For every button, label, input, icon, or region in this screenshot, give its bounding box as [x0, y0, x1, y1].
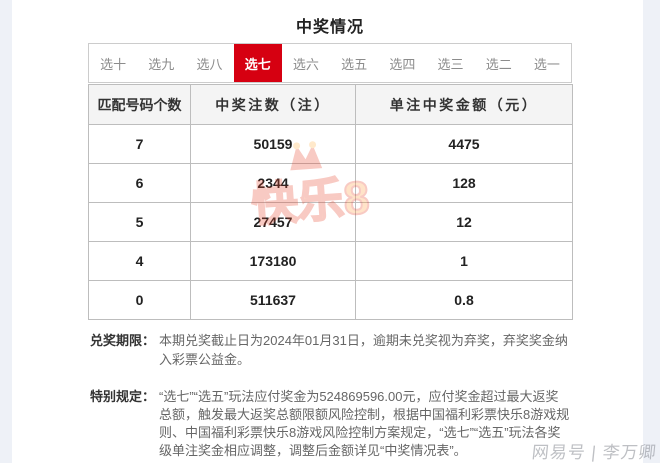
tab-select-7-active[interactable]: 选七: [233, 44, 282, 82]
table-row: 4 173180 1: [88, 241, 573, 281]
prize-amount-cell: 1: [355, 241, 573, 281]
match-count-cell: 0: [88, 280, 191, 320]
prize-table-wrap: 匹配号码个数 中奖注数（注） 单注中奖金额（元） 7 50159 4475 6 …: [88, 84, 573, 320]
special-rules-note: 特别规定： “选七”“选五”玩法应付奖金为524869596.00元，应付奖金超…: [90, 388, 576, 460]
table-row: 7 50159 4475: [88, 124, 573, 164]
match-count-cell: 4: [88, 241, 191, 281]
tab-select-8[interactable]: 选八: [196, 56, 223, 72]
header-winner-count: 中奖注数（注）: [190, 84, 356, 125]
prize-table: 匹配号码个数 中奖注数（注） 单注中奖金额（元） 7 50159 4475 6 …: [88, 84, 573, 320]
tab-select-6[interactable]: 选六: [292, 56, 319, 72]
table-header-row: 匹配号码个数 中奖注数（注） 单注中奖金额（元）: [88, 84, 573, 125]
tab-select-4[interactable]: 选四: [389, 56, 416, 72]
tab-select-5[interactable]: 选五: [341, 56, 368, 72]
prize-amount-cell: 4475: [355, 124, 573, 164]
header-match-count: 匹配号码个数: [88, 84, 191, 125]
tab-select-2[interactable]: 选二: [485, 56, 512, 72]
redeem-deadline-note: 兑奖期限： 本期兑奖截止日为2024年01月31日，逾期未兑奖视为弃奖，弃奖奖金…: [90, 331, 576, 369]
tab-select-9[interactable]: 选九: [148, 56, 175, 72]
tab-select-10[interactable]: 选十: [100, 56, 127, 72]
table-row: 6 2344 128: [88, 163, 573, 203]
tab-select-1[interactable]: 选一: [533, 56, 560, 72]
special-rules-text: “选七”“选五”玩法应付奖金为524869596.00元，应付奖金超过最大返奖总…: [159, 389, 570, 458]
winner-count-cell: 50159: [190, 124, 356, 164]
prize-amount-cell: 128: [355, 163, 573, 203]
winner-count-cell: 511637: [190, 280, 356, 320]
table-row: 0 511637 0.8: [88, 280, 573, 320]
match-count-cell: 5: [88, 202, 191, 242]
header-prize-amount: 单注中奖金额（元）: [355, 84, 573, 125]
winner-count-cell: 27457: [190, 202, 356, 242]
tab-bar: 选十 选九 选八 选七 选六 选五 选四 选三 选二 选一: [88, 43, 572, 83]
prize-amount-cell: 12: [355, 202, 573, 242]
page-title: 中奖情况: [295, 19, 364, 36]
special-rules-label: 特别规定：: [90, 389, 156, 404]
redeem-deadline-label: 兑奖期限：: [90, 333, 156, 348]
winner-count-cell: 173180: [190, 241, 356, 281]
redeem-deadline-text: 本期兑奖截止日为2024年01月31日，逾期未兑奖视为弃奖，弃奖奖金纳入彩票公益…: [159, 333, 568, 367]
tab-select-3[interactable]: 选三: [437, 56, 464, 72]
match-count-cell: 6: [88, 163, 191, 203]
table-row: 5 27457 12: [88, 202, 573, 242]
winner-count-cell: 2344: [190, 163, 356, 203]
prize-amount-cell: 0.8: [355, 280, 573, 320]
match-count-cell: 7: [88, 124, 191, 164]
